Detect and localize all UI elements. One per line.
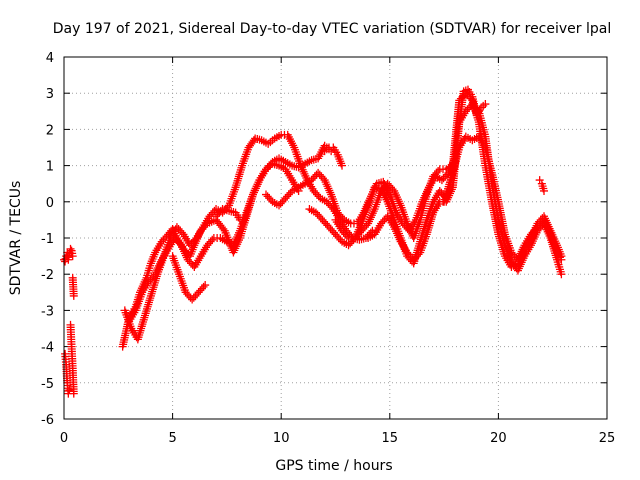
y-tick-label: 1 xyxy=(46,160,54,175)
data-point xyxy=(540,186,549,195)
x-tick-label: 15 xyxy=(382,431,399,446)
data-point xyxy=(557,252,566,261)
y-tick-label: 4 xyxy=(46,51,54,66)
data-point xyxy=(481,100,490,109)
data-point xyxy=(434,167,443,176)
grid xyxy=(64,57,607,419)
data-marks xyxy=(60,85,566,398)
y-axis-label: SDTVAR / TECUs xyxy=(8,181,24,296)
y-tick-label: -5 xyxy=(41,377,54,392)
x-tick-label: 25 xyxy=(599,431,616,446)
series-track-n xyxy=(440,85,490,206)
series-track-o xyxy=(320,143,347,170)
y-tick-label: 3 xyxy=(46,87,54,102)
x-axis-label: GPS time / hours xyxy=(275,458,392,474)
data-point xyxy=(64,255,73,264)
y-tick-label: -3 xyxy=(41,304,54,319)
data-point xyxy=(199,282,208,291)
y-tick-label: -2 xyxy=(41,268,54,283)
plot-frame xyxy=(63,56,608,420)
series-track-c xyxy=(65,244,77,261)
chart-title: Day 197 of 2021, Sidereal Day-to-day VTE… xyxy=(53,21,611,37)
series-track-d xyxy=(66,320,78,398)
data-point xyxy=(65,386,74,395)
series-track-l xyxy=(331,89,566,271)
y-tick-label: -1 xyxy=(41,232,54,247)
data-point xyxy=(68,252,77,261)
y-tick-label: -6 xyxy=(41,413,54,428)
data-point xyxy=(69,389,78,398)
series-track-e xyxy=(68,273,78,300)
y-tick-label: 0 xyxy=(46,196,54,211)
x-tick-label: 0 xyxy=(60,431,68,446)
x-tick-label: 5 xyxy=(168,431,176,446)
data-point xyxy=(235,215,244,224)
series-track-q xyxy=(212,205,244,224)
data-point xyxy=(69,291,78,300)
data-point xyxy=(342,232,351,241)
series-track-p xyxy=(535,176,549,195)
data-point xyxy=(208,235,217,244)
data-point xyxy=(201,281,210,290)
data-point xyxy=(338,161,347,170)
data-point xyxy=(557,270,566,279)
data-point xyxy=(66,244,75,253)
x-tick-label: 10 xyxy=(273,431,290,446)
series-track-i xyxy=(168,252,210,304)
data-point xyxy=(414,250,423,259)
y-tick-label: 2 xyxy=(46,123,54,138)
series-track-g xyxy=(120,130,377,344)
x-tick-label: 20 xyxy=(490,431,507,446)
y-tick-label: -4 xyxy=(41,341,54,356)
